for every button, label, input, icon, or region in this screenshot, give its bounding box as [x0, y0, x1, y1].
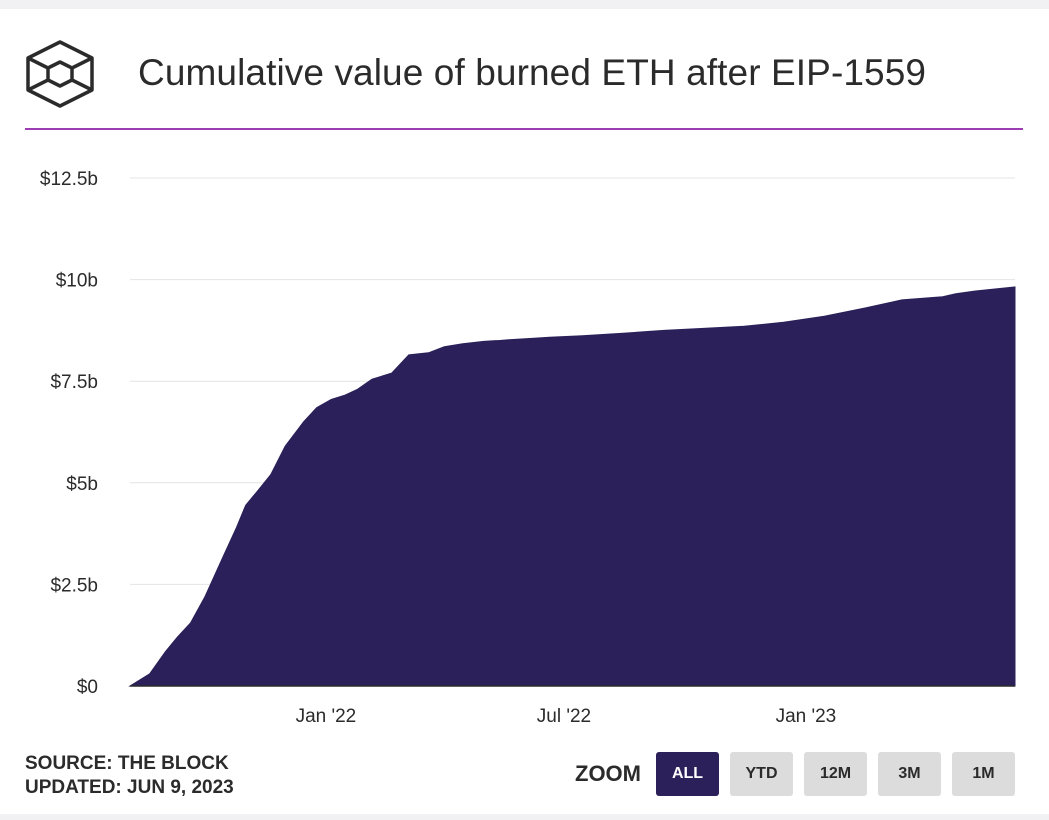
y-tick-label: $2.5b — [50, 575, 98, 596]
y-tick-label: $5b — [66, 474, 98, 495]
source-block: SOURCE: THE BLOCK UPDATED: JUN 9, 2023 — [25, 752, 234, 800]
top-strip — [0, 0, 1049, 9]
chart-title: Cumulative value of burned ETH after EIP… — [138, 52, 927, 93]
x-tick-label: Jul '22 — [537, 706, 591, 727]
burned-eth-area — [128, 286, 1016, 687]
y-axis-ticks: $0 $2.5b $5b $7.5b $10b $12.5b — [40, 169, 98, 698]
y-tick-label: $0 — [77, 677, 98, 698]
zoom-label: ZOOM — [575, 761, 641, 786]
title-divider — [25, 128, 1023, 130]
x-axis-ticks: Jan '22 Jul '22 Jan '23 — [296, 706, 837, 727]
y-tick-label: $7.5b — [50, 372, 98, 393]
area-chart: $0 $2.5b $5b $7.5b $10b $12.5b Jan '22 Jul '22… — [40, 169, 1016, 727]
y-tick-label: $12.5b — [40, 169, 98, 190]
bottom-strip — [0, 814, 1049, 820]
zoom-1m-button[interactable]: 1M — [952, 752, 1015, 796]
y-tick-label: $10b — [56, 271, 98, 292]
zoom-3m-button[interactable]: 3M — [878, 752, 941, 796]
zoom-ytd-button[interactable]: YTD — [730, 752, 793, 796]
zoom-all-button[interactable]: ALL — [656, 752, 719, 796]
source-label: SOURCE: THE BLOCK — [25, 753, 229, 774]
x-tick-label: Jan '23 — [776, 706, 837, 727]
zoom-12m-button[interactable]: 12M — [804, 752, 867, 796]
area-series — [128, 286, 1016, 687]
the-block-cube-logo — [26, 40, 94, 108]
updated-label: UPDATED: JUN 9, 2023 — [25, 777, 234, 798]
x-tick-label: Jan '22 — [296, 706, 357, 727]
